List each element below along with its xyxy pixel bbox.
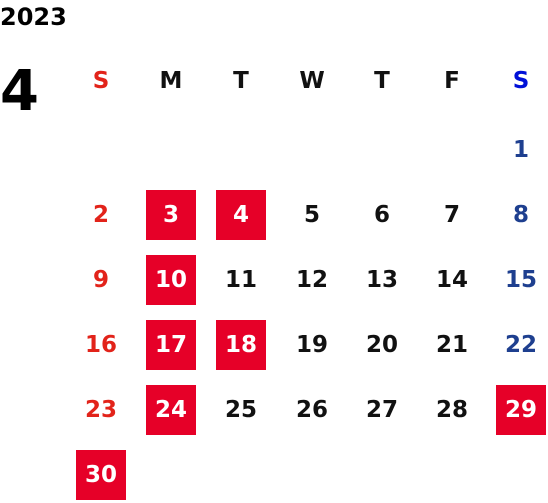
day-cell: 9: [92, 267, 109, 293]
day-cell: 5: [303, 202, 320, 228]
day-cell: 11: [224, 267, 257, 293]
weekday-header: M: [159, 68, 183, 94]
weekday-header: F: [444, 68, 460, 94]
day-cell: 16: [84, 332, 117, 358]
day-cell: 28: [435, 397, 468, 423]
day-cell: 22: [504, 332, 537, 358]
day-cell: 15: [504, 267, 537, 293]
day-cell: 26: [295, 397, 328, 423]
holiday-day-cell: 18: [216, 320, 266, 370]
year-label: 2023: [0, 3, 67, 31]
holiday-day-cell: 29: [496, 385, 546, 435]
day-cell: 2: [92, 202, 109, 228]
holiday-day-cell: 30: [76, 450, 126, 500]
holiday-day-cell: 24: [146, 385, 196, 435]
day-cell: 20: [365, 332, 398, 358]
holiday-day-cell: 17: [146, 320, 196, 370]
holiday-day-cell: 4: [216, 190, 266, 240]
weekday-header: S: [512, 68, 530, 94]
day-cell: 27: [365, 397, 398, 423]
holiday-day-cell: 3: [146, 190, 196, 240]
day-cell: 19: [295, 332, 328, 358]
weekday-header: S: [92, 68, 110, 94]
weekday-header: W: [299, 68, 325, 94]
day-cell: 14: [435, 267, 468, 293]
day-cell: 6: [373, 202, 390, 228]
day-cell: 12: [295, 267, 328, 293]
day-cell: 23: [84, 397, 117, 423]
day-cell: 1: [512, 137, 529, 163]
day-cell: 7: [443, 202, 460, 228]
month-number: 4: [0, 59, 39, 124]
day-cell: 25: [224, 397, 257, 423]
day-cell: 8: [512, 202, 529, 228]
weekday-header: T: [374, 68, 390, 94]
day-cell: 21: [435, 332, 468, 358]
weekday-header: T: [233, 68, 249, 94]
holiday-day-cell: 10: [146, 255, 196, 305]
day-cell: 13: [365, 267, 398, 293]
